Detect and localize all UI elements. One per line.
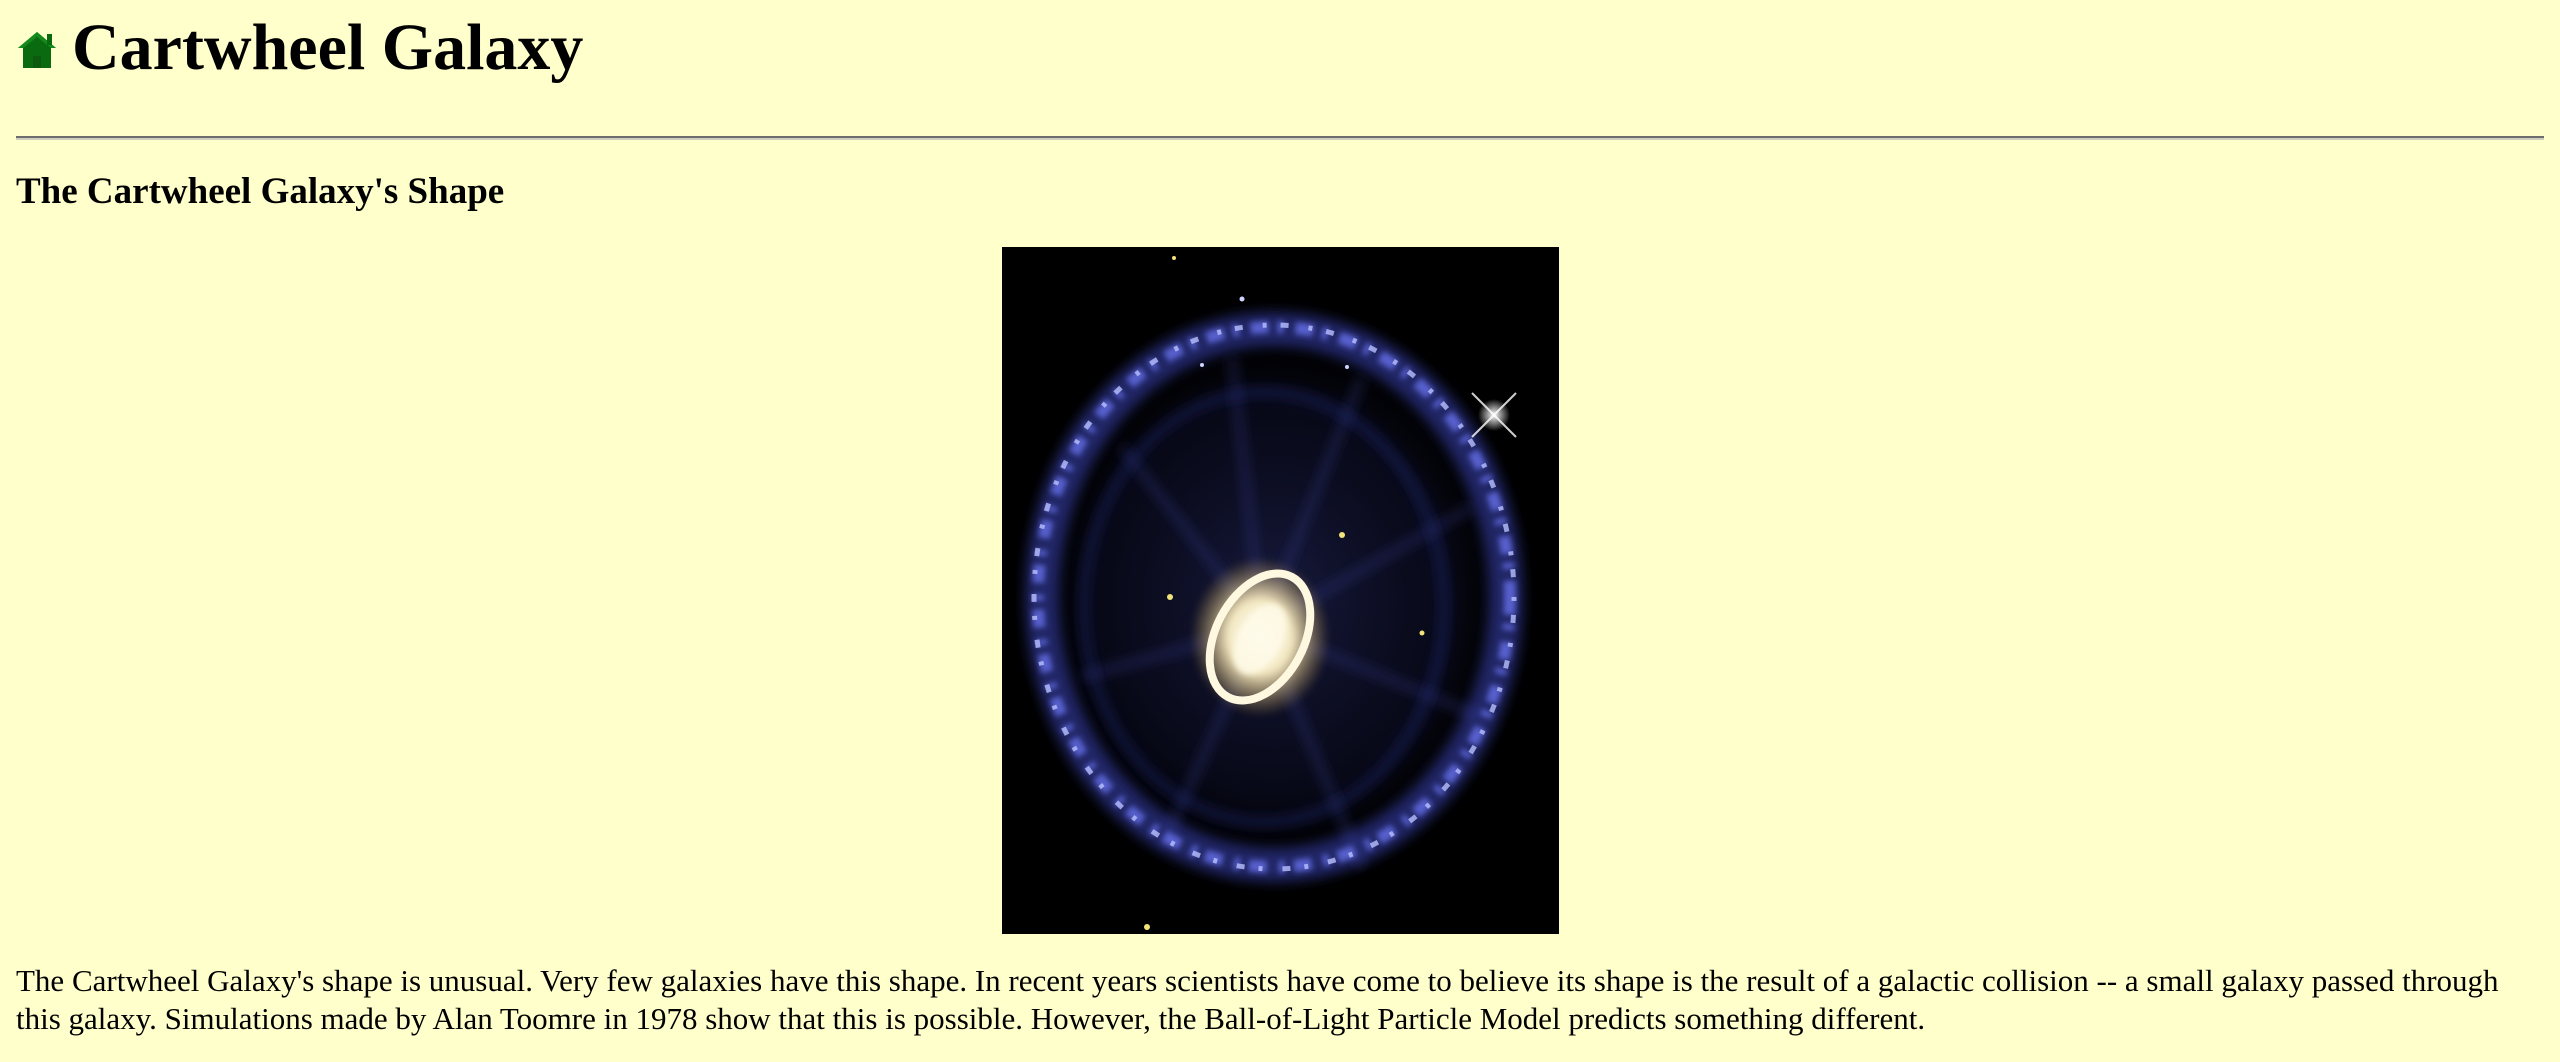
figure [16, 247, 2544, 935]
body-paragraph: The Cartwheel Galaxy's shape is unusual.… [16, 963, 2499, 1037]
home-icon[interactable] [16, 29, 58, 71]
cartwheel-galaxy-image [1001, 247, 1559, 935]
page: Cartwheel Galaxy The Cartwheel Galaxy's … [16, 0, 2544, 1037]
section-heading: The Cartwheel Galaxy's Shape [16, 171, 505, 212]
page-title: Cartwheel Galaxy [72, 11, 584, 84]
divider [16, 136, 2544, 140]
title-row: Cartwheel Galaxy [16, 0, 2544, 96]
